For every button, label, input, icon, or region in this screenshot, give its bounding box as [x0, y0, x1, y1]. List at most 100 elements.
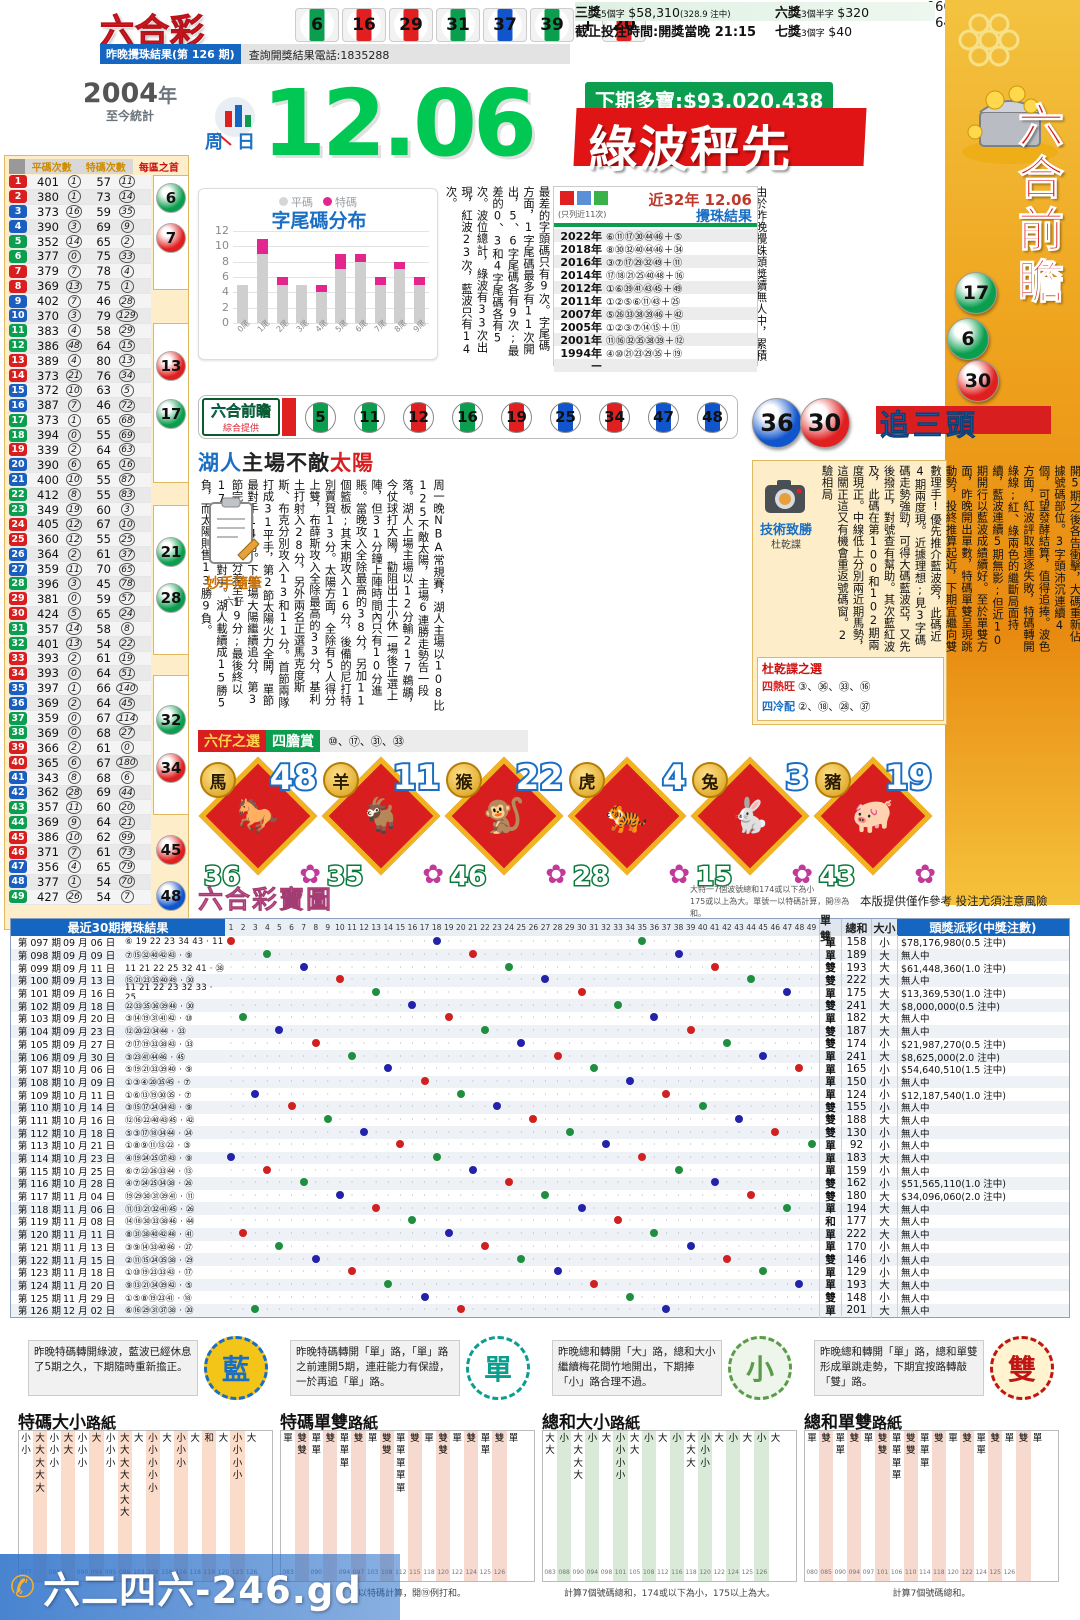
- grid-ball-col-40: 40: [697, 923, 708, 932]
- stats-number: 23: [9, 503, 27, 517]
- grid-dot: ·: [749, 1140, 753, 1150]
- grid-dot: ·: [677, 1191, 680, 1201]
- grid-dot: ·: [556, 1127, 559, 1137]
- grid-dot: ·: [266, 1292, 269, 1302]
- grid-row: 第 104 期 09 月 23 日 ⑫⑳㉒㉞㊹ · ㉝ · · · · · · · · · · · · · · ·…: [11, 1023, 1069, 1039]
- grid-dot: ·: [701, 1140, 704, 1150]
- grid-dot: ·: [459, 1165, 463, 1175]
- grid-dot: ·: [471, 1102, 475, 1112]
- grid-payout: 無人中: [897, 1214, 1069, 1229]
- grid-dot: ·: [399, 975, 402, 985]
- grid-bigsmall: 小: [871, 934, 897, 950]
- grid-payout: $61,448,360(1.0 注中): [897, 960, 1069, 975]
- grid-sum: 148: [841, 1291, 871, 1304]
- chart-plot-area: 0 2 4 6 8 10 12 0尾 1尾 2尾 3尾 4尾 5尾 6尾 7尾 8尾 9尾: [215, 224, 429, 334]
- road-cell: 大: [162, 1433, 172, 1444]
- grid-dot: ·: [749, 1026, 753, 1036]
- grid-dot: ·: [689, 1127, 692, 1137]
- stats-special-gap: 3: [114, 503, 140, 517]
- grid-dot: ·: [616, 1140, 620, 1150]
- grid-dot-hit: [479, 1241, 491, 1252]
- zodiac-animal-glyph: 🐅: [605, 796, 649, 836]
- grid-dot: ·: [386, 1267, 390, 1277]
- grid-row: 第 117 期 11 月 04 日 ⑲㉙㉚㉛㊴㊶ · ⑪ · · · · · · · · · · · · · ·…: [11, 1188, 1069, 1204]
- grid-dot: ·: [520, 1241, 523, 1251]
- flower-icon: ✿: [545, 860, 567, 890]
- stats-number: 33: [9, 651, 27, 665]
- stats-special-count: 61: [96, 651, 111, 666]
- grid-bigsmall: 小: [871, 1290, 897, 1306]
- road-column: 大: [769, 1431, 783, 1581]
- road-column: 雙雙: [295, 1431, 310, 1581]
- road-cell: 雙: [353, 1433, 364, 1444]
- grid-dot: ·: [350, 1038, 354, 1048]
- grid-dot: ·: [435, 1241, 438, 1251]
- grid-dot: ·: [604, 1153, 608, 1163]
- grid-dot: ·: [459, 1127, 463, 1137]
- grid-dot: ·: [810, 1241, 813, 1251]
- grid-dot: ·: [786, 1279, 789, 1289]
- grid-dot: ·: [326, 1038, 330, 1048]
- grid-row: 第 114 期 10 月 23 日 ④⑲㉔㉕㊲㊸ · ⑨ · · · · · · · · · · · · · ·…: [11, 1150, 1069, 1166]
- grid-payout: 無人中: [897, 1138, 1069, 1153]
- grid-dot: ·: [411, 1305, 414, 1315]
- grid-dot: ·: [399, 1216, 402, 1226]
- grid-dot: ·: [761, 937, 765, 947]
- grid-dot: ·: [810, 1305, 813, 1315]
- year-row: 1994年 ④⑩㉑㉓㉙㉟＋⑲: [554, 346, 757, 360]
- grid-dot: ·: [544, 1241, 547, 1251]
- grid-dot: ·: [604, 1051, 608, 1061]
- stats-special-gap: 83: [119, 488, 135, 502]
- nba-title-b: 主場不敵: [242, 451, 330, 475]
- grid-dot: ·: [435, 1064, 438, 1074]
- grid-dot: ·: [532, 1241, 535, 1251]
- grid-dot: ·: [350, 1000, 354, 1010]
- road-cell: 單: [396, 1482, 406, 1494]
- grid-dot: ·: [725, 1064, 729, 1074]
- grid-dot: ·: [580, 1165, 584, 1175]
- grid-ball-col-33: 33: [613, 923, 623, 932]
- grid-dot-hit: [624, 1292, 636, 1303]
- grid-dot: ·: [374, 1064, 378, 1074]
- grid-dot: ·: [628, 1089, 632, 1099]
- grid-dot: ·: [773, 1241, 777, 1251]
- grid-dot: ·: [761, 1305, 765, 1315]
- grid-dot: ·: [786, 1254, 789, 1264]
- stats-special-gap: 140: [116, 681, 138, 695]
- grid-ball-col-48: 48: [794, 923, 805, 932]
- grid-row: 第 126 期 12 月 02 日 ⑥⑯㉙㉛㊲㊳ · ⑳ · · · · · · · · · · · · · ·…: [11, 1302, 1069, 1318]
- grid-dot: ·: [689, 1279, 692, 1289]
- grid-dot: ·: [495, 975, 499, 985]
- grid-dot: ·: [628, 975, 632, 985]
- grid-dot: ·: [350, 1064, 354, 1074]
- stats-number: 9: [9, 294, 27, 308]
- grid-dot: ·: [520, 962, 523, 972]
- prediction-ball-12: 12: [403, 401, 434, 433]
- stats-special-count: 67: [96, 517, 111, 532]
- grid-dot: ·: [326, 1216, 330, 1226]
- swatch-red: [560, 191, 574, 205]
- grid-dot: ·: [628, 1102, 632, 1112]
- stats-normal-gap: 4: [62, 860, 86, 874]
- road-footer-cell: 126: [493, 1569, 506, 1576]
- grid-dot: ·: [701, 1051, 704, 1061]
- flower-icon: ✿: [914, 860, 936, 890]
- stats-normal-gap: 0: [62, 249, 86, 263]
- grid-dot: ·: [314, 950, 317, 960]
- road-cell: 小: [77, 1445, 88, 1457]
- stats-row: 32 401 13 54 22: [9, 637, 151, 652]
- road-footer-cell: 112: [657, 1569, 669, 1576]
- grid-dot: ·: [798, 1292, 801, 1302]
- grid-row: 第 118 期 11 月 06 日 ⑪⑬㉑㉜㊶㊺ · ㉖ · · · · · · · · · · · · · ·…: [11, 1201, 1069, 1217]
- grid-dot: ·: [374, 1178, 378, 1188]
- grid-dot: ·: [628, 1229, 632, 1239]
- grid-dot: ·: [677, 1140, 680, 1150]
- grid-sum: 170: [841, 1240, 871, 1253]
- grid-dot: ·: [447, 1305, 450, 1315]
- stats-special-gap: 11: [119, 175, 135, 189]
- grid-dot: ·: [326, 1165, 330, 1175]
- grid-dot: ·: [483, 1000, 487, 1010]
- treasure-chest-icon: [955, 60, 1065, 170]
- grid-draw-date: 09 月 20 日: [63, 1014, 116, 1026]
- grid-dot: ·: [326, 962, 330, 972]
